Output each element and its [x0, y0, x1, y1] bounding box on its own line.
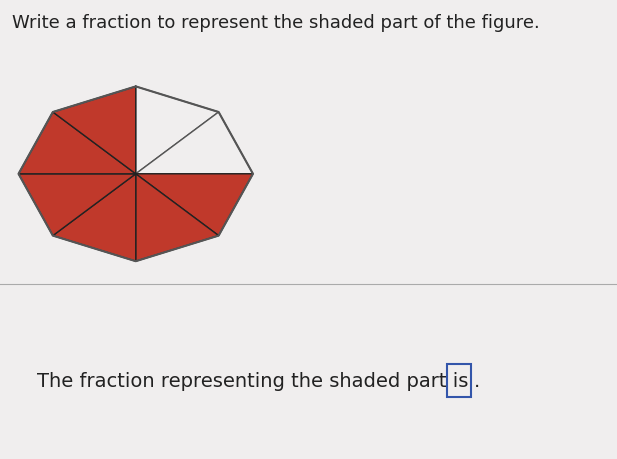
Polygon shape	[136, 113, 253, 174]
Polygon shape	[19, 174, 136, 236]
Polygon shape	[53, 87, 136, 174]
Text: The fraction representing the shaded part is: The fraction representing the shaded par…	[37, 371, 468, 391]
Polygon shape	[53, 174, 136, 262]
Polygon shape	[136, 174, 253, 236]
Polygon shape	[19, 113, 136, 174]
FancyBboxPatch shape	[447, 364, 471, 397]
Polygon shape	[136, 87, 218, 174]
Polygon shape	[136, 174, 218, 262]
Text: .: .	[474, 371, 480, 391]
Text: Write a fraction to represent the shaded part of the figure.: Write a fraction to represent the shaded…	[12, 14, 540, 32]
